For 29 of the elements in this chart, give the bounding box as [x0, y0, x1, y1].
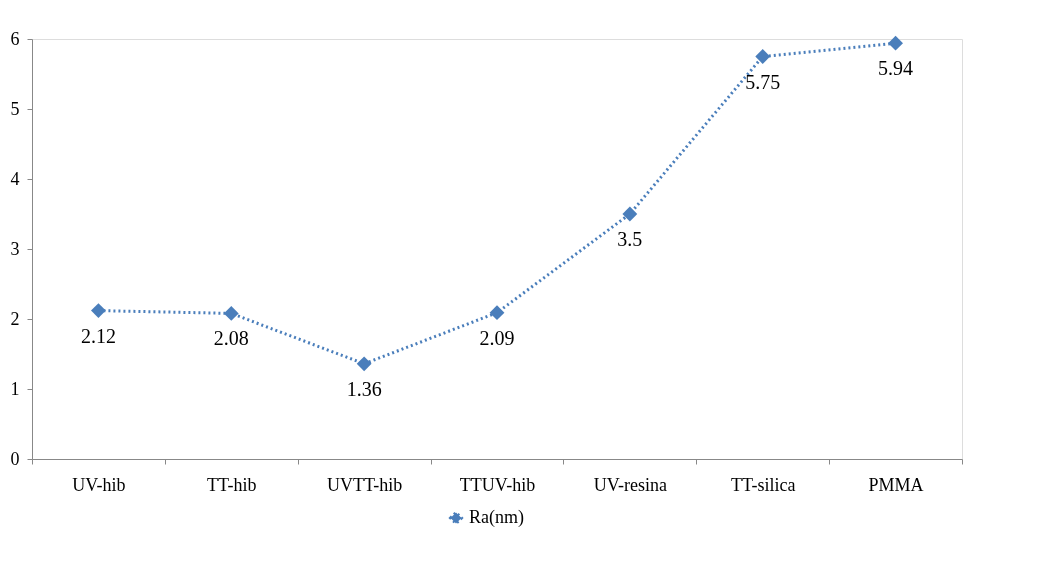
point — [622, 206, 638, 222]
y-tick-label: 5 — [10, 98, 20, 119]
point — [223, 305, 239, 321]
point — [888, 35, 903, 51]
data-label: 5.75 — [745, 70, 781, 93]
x-tick-label: TT-hib — [207, 474, 257, 495]
y-tick-label: 4 — [10, 168, 20, 189]
data-label: 1.36 — [346, 377, 382, 400]
point — [91, 303, 106, 319]
legend-label: Ra(nm) — [469, 507, 524, 528]
point — [356, 356, 372, 372]
y-tick-label: 6 — [10, 28, 20, 49]
data-label: 2.09 — [479, 326, 515, 349]
point — [755, 49, 771, 64]
data-label: 3.5 — [617, 228, 643, 250]
data-label: 2.08 — [213, 327, 249, 350]
x-tick-label: PMMA — [868, 474, 924, 495]
y-tick-label: 0 — [10, 448, 20, 469]
x-tick-label: UV-hib — [72, 474, 126, 495]
y-tick-label: 2 — [10, 308, 20, 329]
x-tick-label: UV-resina — [593, 474, 668, 495]
x-tick-label: TTUV-hib — [459, 474, 536, 495]
data-label: 2.12 — [80, 324, 116, 347]
x-tick-label: TT-silica — [731, 474, 796, 495]
y-tick-label: 1 — [10, 378, 20, 399]
data-label: 5.94 — [878, 57, 914, 80]
y-tick-label: 3 — [10, 238, 20, 259]
x-tick-label: UVTT-hib — [326, 474, 403, 495]
point — [489, 305, 505, 321]
